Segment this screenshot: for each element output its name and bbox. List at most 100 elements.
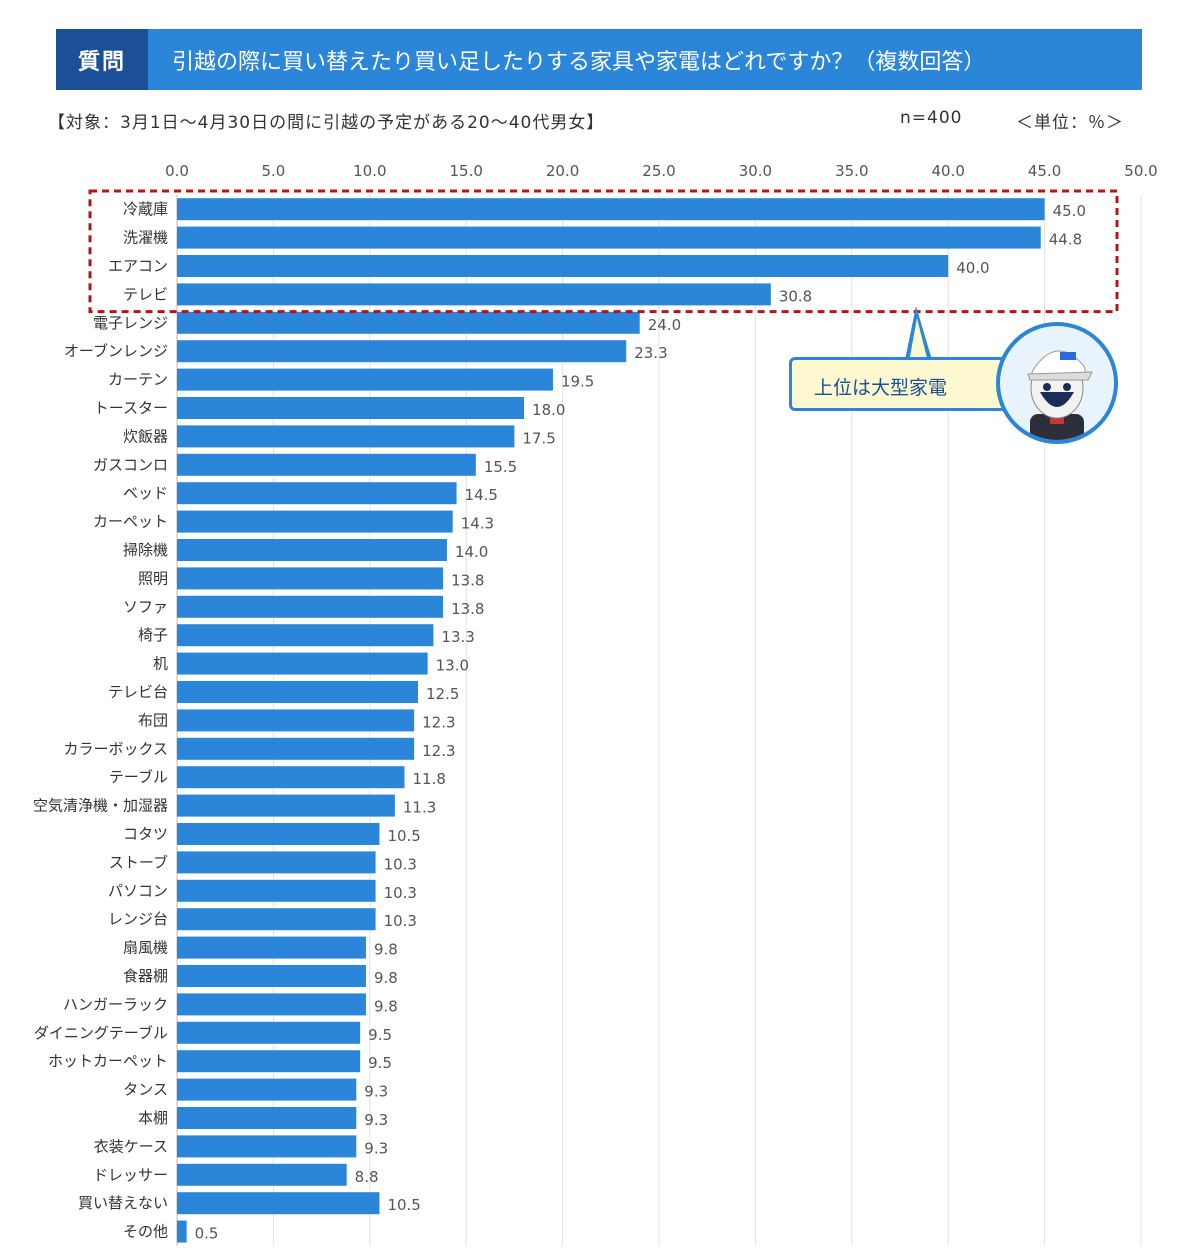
callout-text: 上位は大型家電 (814, 377, 948, 399)
category-label: 電子レンジ (93, 314, 168, 332)
bar (177, 368, 553, 391)
bar (177, 823, 380, 845)
value-label: 40.0 (956, 259, 989, 277)
value-label: 14.5 (465, 486, 498, 504)
category-label: オーブンレンジ (64, 342, 168, 360)
category-label: コタツ (123, 825, 168, 843)
bar (177, 1021, 361, 1044)
value-label: 9.8 (374, 969, 398, 987)
bar (177, 198, 1045, 221)
category-label: テレビ (123, 285, 168, 303)
value-label: 10.3 (384, 855, 417, 873)
bar (177, 539, 447, 561)
x-tick-label: 5.0 (261, 162, 285, 180)
category-label: ドレッサー (93, 1166, 168, 1184)
bar (177, 425, 515, 448)
bar (177, 624, 434, 647)
bar (177, 510, 453, 533)
value-label: 9.8 (374, 941, 398, 959)
question-bar: 質問 引越の際に買い替えたり買い足したりする家具や家電はどれですか？（複数回答） (56, 29, 1142, 90)
category-label: ホットカーペット (48, 1052, 168, 1070)
bar (177, 993, 366, 1016)
bar (177, 1107, 357, 1129)
category-label: ハンガーラック (63, 995, 168, 1013)
value-label: 12.5 (426, 685, 459, 703)
value-label: 14.3 (461, 515, 494, 533)
bar (177, 681, 418, 703)
bar (177, 766, 405, 789)
bar (177, 226, 1041, 249)
highlight-box (88, 189, 1119, 314)
category-label: トースター (94, 399, 168, 417)
value-label: 24.0 (648, 316, 681, 334)
category-label: ダイニングテーブル (34, 1024, 168, 1042)
value-label: 13.3 (441, 628, 474, 646)
bar (177, 737, 415, 760)
unit-label: ＜単位：％＞ (1016, 113, 1124, 133)
category-label: 掃除機 (123, 541, 168, 559)
x-tick-label: 35.0 (835, 162, 868, 180)
bar (177, 340, 627, 363)
value-label: 10.3 (384, 884, 417, 902)
value-label: 0.5 (195, 1225, 219, 1243)
category-label: 空気清浄機・加湿器 (33, 797, 168, 815)
bar (177, 453, 476, 476)
category-label: タンス (123, 1081, 168, 1099)
bar (177, 1050, 361, 1073)
category-label: 炊飯器 (123, 427, 168, 445)
callout-box: 上位は大型家電 (789, 357, 1019, 411)
bar (177, 1220, 187, 1243)
value-label: 10.5 (387, 827, 420, 845)
x-tick-label: 45.0 (1028, 162, 1061, 180)
sample-size: n=400 (900, 108, 963, 128)
category-label: エアコン (108, 257, 168, 275)
value-label: 11.8 (413, 770, 446, 788)
category-label: テーブル (109, 768, 168, 786)
category-label: パソコン (108, 882, 168, 900)
value-label: 8.8 (355, 1168, 379, 1186)
category-label: ベッド (123, 484, 168, 502)
value-label: 23.3 (634, 344, 667, 362)
bar (177, 879, 376, 902)
category-label: レンジ台 (108, 910, 168, 928)
bar (177, 1163, 347, 1186)
x-tick-label: 40.0 (931, 162, 964, 180)
x-tick-label: 10.0 (353, 162, 386, 180)
category-label: カーテン (108, 371, 168, 389)
value-label: 12.3 (422, 742, 455, 760)
bar (177, 709, 415, 732)
bar (177, 1135, 357, 1158)
category-label: 衣装ケース (94, 1137, 168, 1155)
category-label: 食器棚 (123, 967, 168, 985)
value-label: 15.5 (484, 458, 517, 476)
value-label: 11.3 (403, 799, 436, 817)
x-tick-label: 30.0 (739, 162, 772, 180)
value-label: 44.8 (1049, 231, 1082, 249)
value-label: 9.8 (374, 997, 398, 1015)
bar (177, 1078, 357, 1101)
category-label: 椅子 (138, 626, 168, 644)
value-label: 10.5 (387, 1196, 420, 1214)
bar (177, 652, 428, 675)
value-label: 14.0 (455, 543, 488, 561)
category-label: 冷蔵庫 (123, 200, 168, 218)
bar (177, 567, 444, 590)
bar (177, 851, 376, 874)
category-label: テレビ台 (108, 683, 168, 701)
bar (177, 397, 525, 419)
category-label: 買い替えない (78, 1194, 168, 1212)
bar (177, 908, 376, 931)
category-label: ソファ (123, 598, 168, 616)
category-label: ガスコンロ (93, 456, 168, 474)
value-label: 9.3 (364, 1083, 388, 1101)
bar (177, 482, 457, 505)
category-label: 本棚 (138, 1109, 168, 1127)
x-tick-label: 20.0 (546, 162, 579, 180)
value-label: 18.0 (532, 401, 565, 419)
bar (177, 794, 395, 817)
category-label: カラーボックス (63, 740, 168, 758)
bar (177, 311, 640, 334)
category-label: その他 (123, 1223, 168, 1241)
category-label: ストーブ (109, 853, 168, 871)
